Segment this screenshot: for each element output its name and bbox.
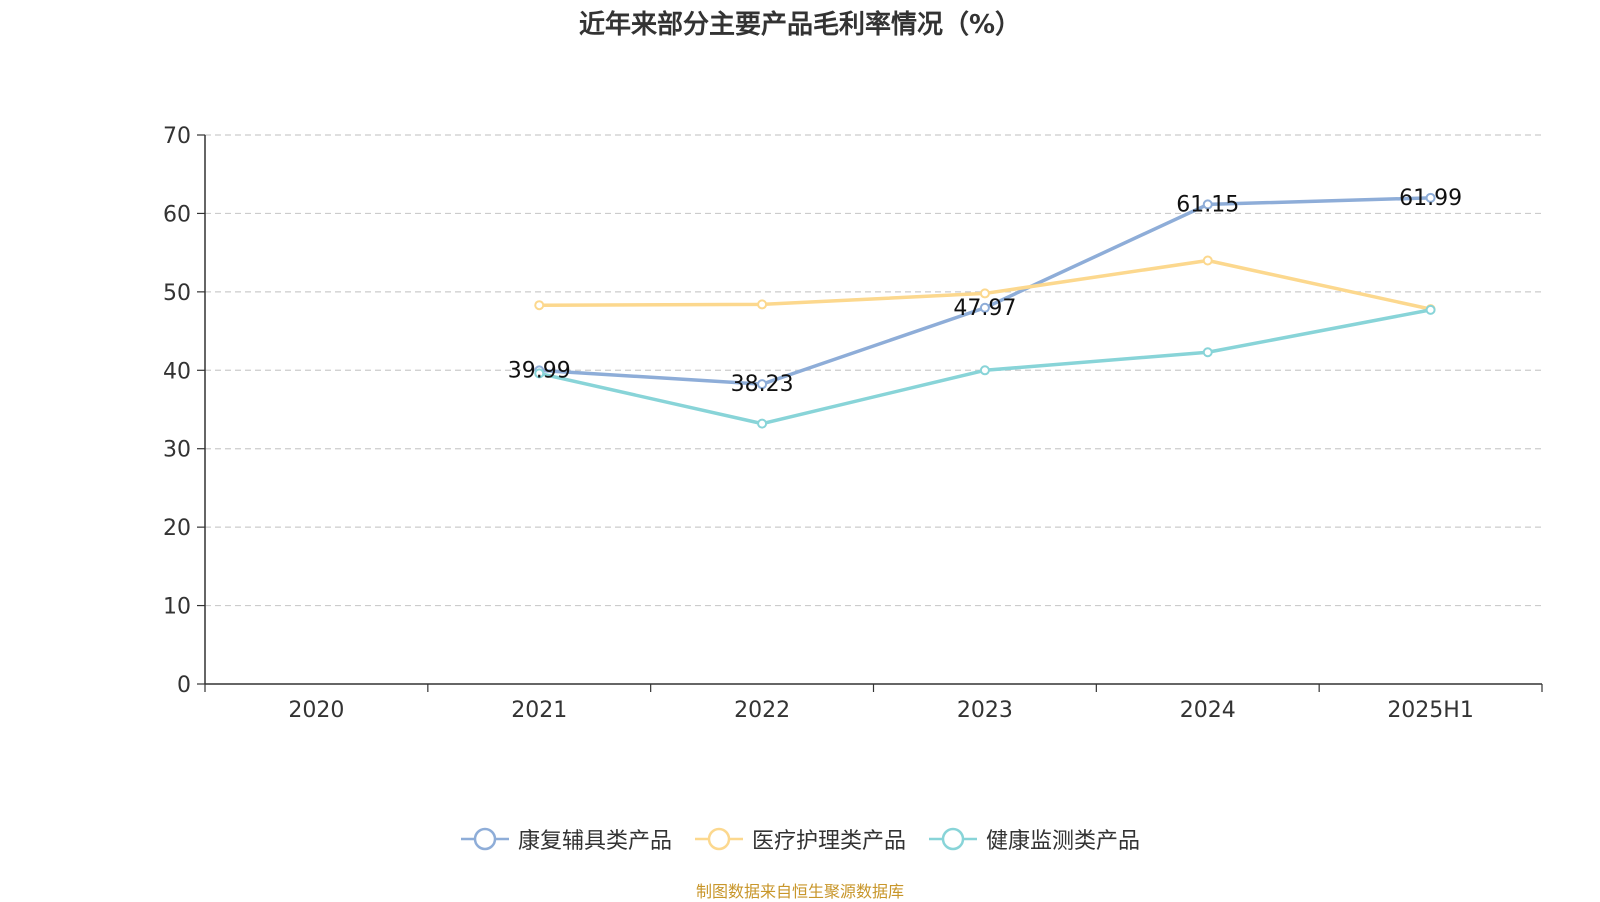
y-tick-label: 10: [163, 595, 191, 620]
series-lines: [534, 192, 1436, 429]
axes: 0 10 20 30 40 50 60 70 2020 2021 2022 2023 2024 2025H…: [163, 124, 1543, 723]
x-tick-label: 2020: [288, 698, 344, 723]
grid-lines: [205, 134, 1542, 607]
legend-label: 康复辅具类产品: [517, 829, 672, 854]
y-tick-label: 40: [163, 359, 191, 384]
x-tick-label: 2022: [734, 698, 790, 723]
y-tick-label: 60: [163, 202, 191, 227]
x-tick-label: 2025H1: [1387, 698, 1474, 723]
data-labels: 39.99 38.23 47.97 61.15 61.99: [508, 186, 1462, 397]
x-tick-label: 2023: [957, 698, 1013, 723]
y-tick-label: 0: [177, 673, 191, 698]
data-label: 61.99: [1399, 186, 1462, 211]
x-tick-label: 2021: [511, 698, 567, 723]
data-label: 39.99: [508, 358, 571, 383]
data-label: 38.23: [731, 372, 794, 397]
legend-line-circle-icon: [929, 827, 977, 851]
data-point: [534, 300, 545, 311]
data-label: 61.15: [1176, 192, 1239, 217]
y-tick-label: 20: [163, 516, 191, 541]
data-point: [979, 365, 990, 376]
data-point: [757, 418, 768, 429]
y-tick-label: 70: [163, 124, 191, 149]
data-point: [979, 302, 990, 313]
data-point: [757, 379, 768, 390]
chart-title: 近年来部分主要产品毛利率情况（%）: [578, 10, 1022, 40]
data-point: [1425, 304, 1436, 315]
legend-item[interactable]: 医疗护理类产品: [694, 823, 906, 855]
data-point: [1202, 347, 1213, 358]
data-point: [534, 368, 545, 379]
data-point: [1202, 255, 1213, 266]
legend-line-circle-icon: [460, 827, 509, 851]
data-point: [979, 288, 990, 299]
x-tick-label: 2024: [1180, 698, 1236, 723]
data-point: [757, 299, 768, 310]
source-note: 制图数据来自恒生聚源数据库: [695, 882, 904, 901]
legend-line-circle-icon: [694, 827, 743, 851]
legend-label: 医疗护理类产品: [751, 829, 906, 854]
legend-item[interactable]: 康复辅具类产品: [460, 823, 672, 855]
y-tick-label: 30: [163, 438, 191, 463]
legend-item[interactable]: 健康监测类产品: [928, 823, 1140, 855]
data-label: 47.97: [953, 296, 1016, 321]
legend-label: 健康监测类产品: [986, 829, 1141, 854]
y-tick-label: 50: [163, 281, 191, 306]
data-point: [1202, 199, 1213, 210]
data-point: [1425, 192, 1436, 203]
legend: 康复辅具类产品 医疗护理类产品 健康监测类产品: [0, 823, 1600, 855]
